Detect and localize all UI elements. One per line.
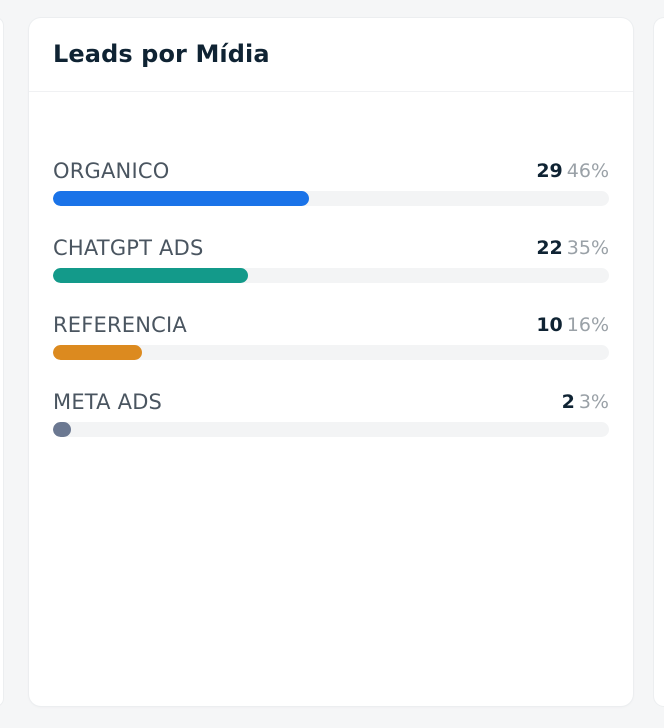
media-count: 29 (536, 160, 563, 182)
media-percent: 35% (566, 237, 609, 259)
progress-fill (53, 191, 309, 206)
media-percent: 46% (566, 160, 609, 182)
media-row-organico: ORGANICO 29 46% (53, 158, 609, 216)
progress-track (53, 268, 609, 283)
adjacent-card-left (0, 18, 3, 706)
media-percent: 3% (578, 391, 609, 413)
progress-fill (53, 345, 142, 360)
media-count: 10 (536, 314, 563, 336)
media-label: META ADS (53, 390, 163, 414)
media-label: REFERENCIA (53, 313, 187, 337)
leads-by-media-card: Leads por Mídia ORGANICO 29 46% CHATGPT A… (29, 18, 633, 706)
media-stats: 2 3% (562, 389, 609, 415)
media-count: 22 (536, 237, 563, 259)
media-stats: 29 46% (536, 158, 609, 184)
media-percent: 16% (566, 314, 609, 336)
card-title: Leads por Mídia (53, 40, 270, 68)
card-header: Leads por Mídia (29, 18, 633, 92)
media-row-chatgpt-ads: CHATGPT ADS 22 35% (53, 235, 609, 293)
media-label: CHATGPT ADS (53, 236, 204, 260)
media-row-meta-ads: META ADS 2 3% (53, 389, 609, 447)
media-count: 2 (561, 391, 575, 413)
progress-track (53, 345, 609, 360)
progress-track (53, 191, 609, 206)
adjacent-card-right (654, 18, 664, 706)
progress-fill (53, 422, 71, 437)
media-row-referencia: REFERENCIA 10 16% (53, 312, 609, 370)
media-stats: 10 16% (536, 312, 609, 338)
media-label: ORGANICO (53, 159, 170, 183)
progress-track (53, 422, 609, 437)
progress-fill (53, 268, 248, 283)
media-stats: 22 35% (536, 235, 609, 261)
